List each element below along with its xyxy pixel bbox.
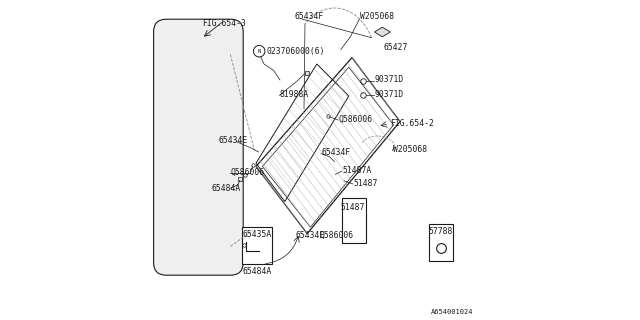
Text: 65484A: 65484A <box>212 184 241 193</box>
Text: 90371D: 90371D <box>374 76 404 84</box>
Text: 65434E: 65434E <box>219 136 248 145</box>
Text: 90371D: 90371D <box>374 90 404 99</box>
Text: W205068: W205068 <box>393 145 427 154</box>
Bar <box>342 198 366 243</box>
Bar <box>242 227 272 264</box>
Text: A654001024: A654001024 <box>431 309 474 315</box>
Polygon shape <box>374 27 390 37</box>
Text: FIG.654-2: FIG.654-2 <box>390 119 434 128</box>
FancyBboxPatch shape <box>154 19 243 275</box>
Text: 65434E: 65434E <box>296 231 325 240</box>
Text: FIG.654-3: FIG.654-3 <box>202 19 246 28</box>
Text: Q586006: Q586006 <box>339 115 372 124</box>
Text: W205068: W205068 <box>360 12 394 21</box>
Text: 65435A: 65435A <box>242 230 271 239</box>
Text: 81988A: 81988A <box>280 90 309 99</box>
Text: 51487: 51487 <box>340 204 365 212</box>
Text: N: N <box>257 49 261 54</box>
Text: 51487A: 51487A <box>342 166 372 175</box>
Text: 65434F: 65434F <box>294 12 324 21</box>
Text: Q586006: Q586006 <box>230 168 264 177</box>
Bar <box>429 224 453 261</box>
Text: 65484A: 65484A <box>242 267 271 276</box>
Text: 65427: 65427 <box>384 43 408 52</box>
Text: Q586006: Q586006 <box>319 231 353 240</box>
Text: 51487: 51487 <box>354 179 378 188</box>
Text: 57788: 57788 <box>429 228 453 236</box>
Text: 023706000(6): 023706000(6) <box>267 47 325 56</box>
Text: 65434F: 65434F <box>322 148 351 157</box>
